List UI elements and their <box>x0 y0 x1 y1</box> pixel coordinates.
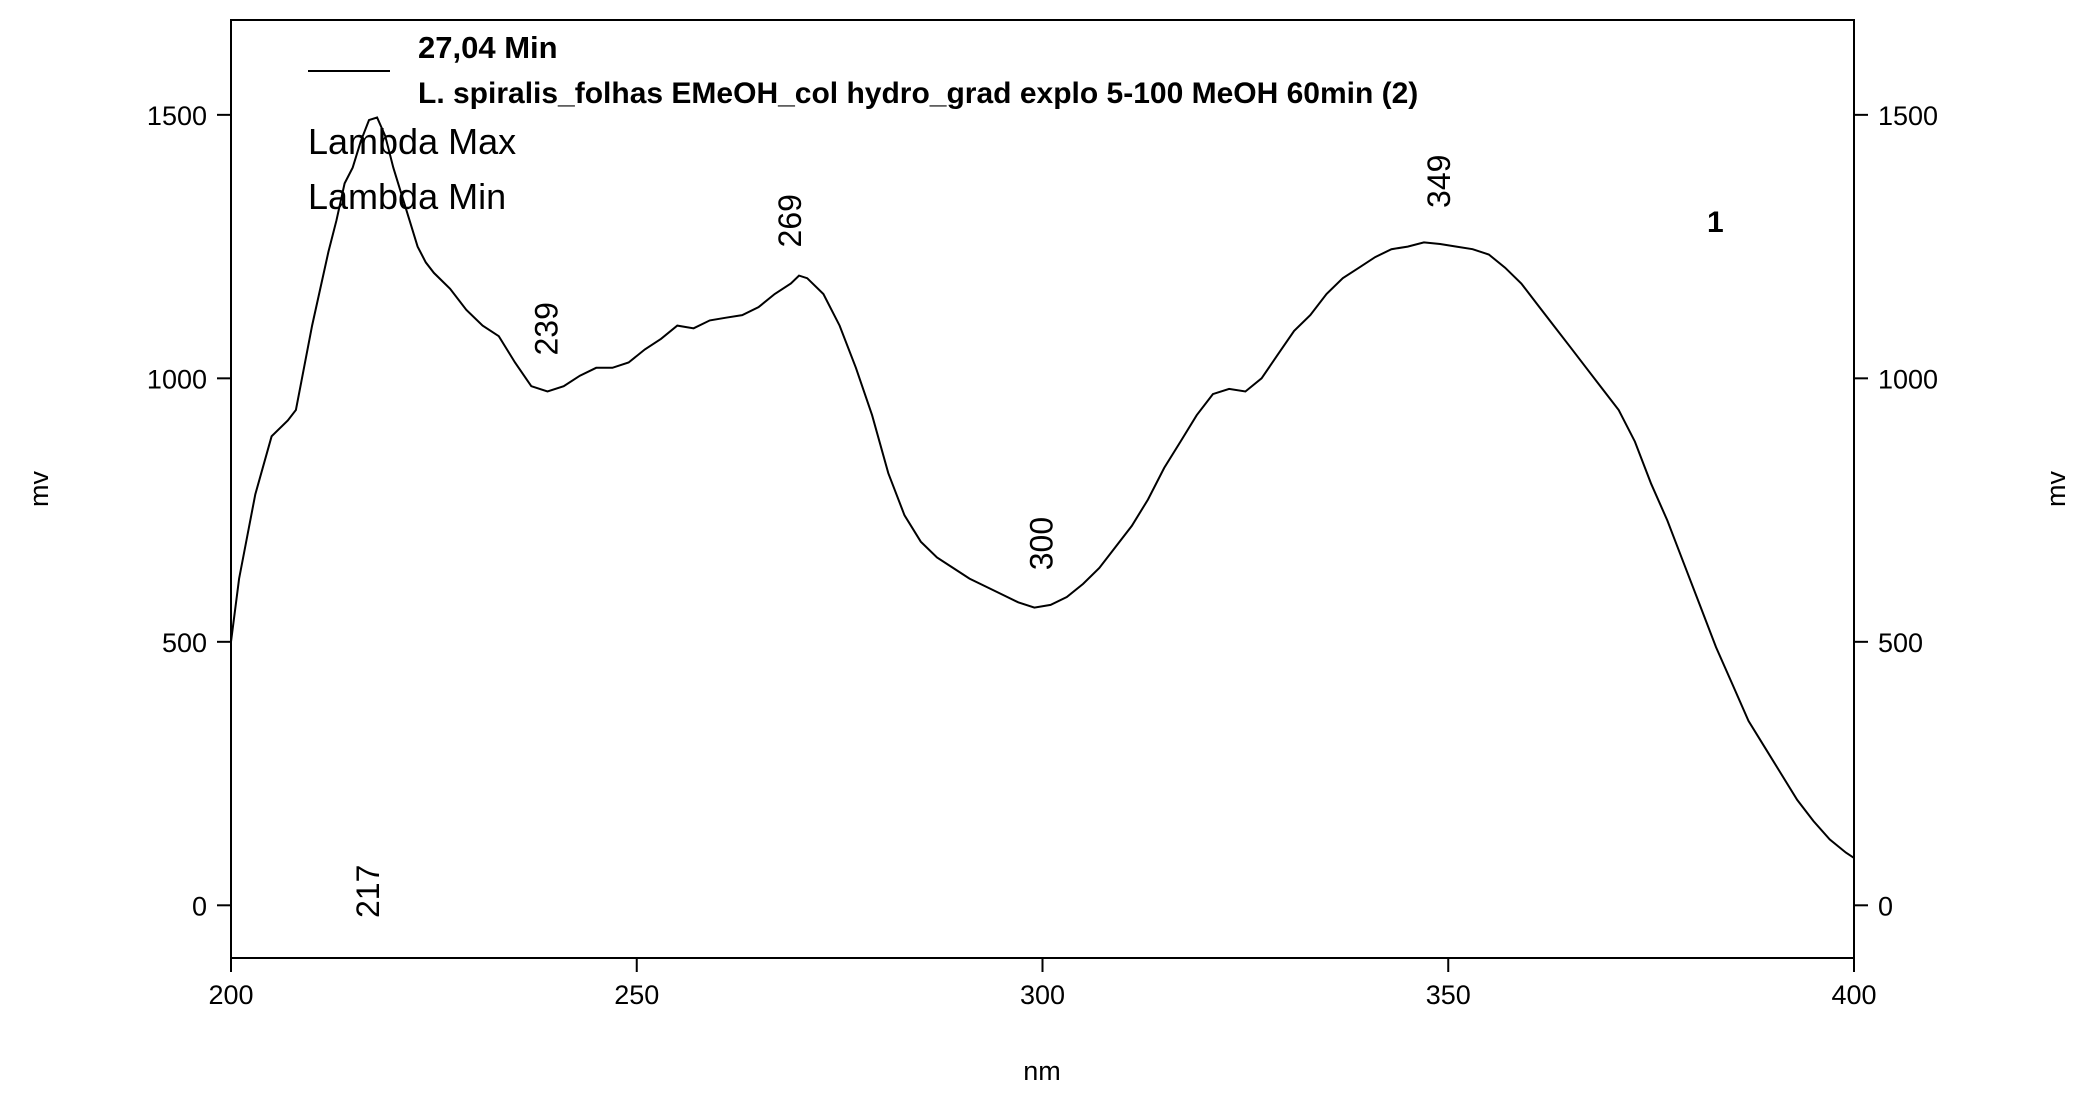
legend-title: 27,04 Min <box>418 30 558 65</box>
y-tick-label: 1000 <box>147 364 207 394</box>
y-tick-label: 500 <box>162 628 207 658</box>
wavelength-annotation: 239 <box>528 302 564 355</box>
peak-number: 1 <box>1707 206 1724 239</box>
legend-line: Lambda Max <box>308 121 516 162</box>
y-tick-label: 0 <box>192 891 207 921</box>
y2-tick-label: 500 <box>1878 628 1923 658</box>
y-axis-label: mv <box>24 471 54 507</box>
x-tick-label: 350 <box>1426 980 1471 1010</box>
wavelength-annotation: 269 <box>772 194 808 247</box>
wavelength-annotation: 300 <box>1024 517 1060 570</box>
y-tick-label: 1500 <box>147 101 207 131</box>
x-tick-label: 400 <box>1831 980 1876 1010</box>
y2-axis-label: mv <box>2041 471 2071 507</box>
legend-entry: L. spiralis_folhas EMeOH_col hydro_grad … <box>418 77 1418 110</box>
wavelength-annotation: 217 <box>350 865 386 918</box>
x-axis-label: nm <box>1023 1056 1061 1086</box>
y2-tick-label: 1000 <box>1878 364 1938 394</box>
x-tick-label: 300 <box>1020 980 1065 1010</box>
x-tick-label: 200 <box>208 980 253 1010</box>
wavelength-annotation: 349 <box>1421 155 1457 208</box>
y2-tick-label: 0 <box>1878 891 1893 921</box>
spectrum-line <box>230 116 1855 859</box>
x-tick-label: 250 <box>614 980 659 1010</box>
y2-tick-label: 1500 <box>1878 101 1938 131</box>
